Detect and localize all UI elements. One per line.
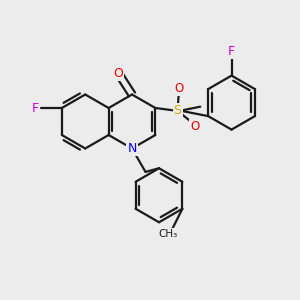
Text: O: O — [174, 82, 184, 95]
Text: N: N — [127, 142, 137, 155]
Text: O: O — [190, 119, 199, 133]
Text: O: O — [113, 67, 123, 80]
Text: S: S — [173, 104, 181, 117]
Text: CH₃: CH₃ — [159, 229, 178, 239]
Text: F: F — [228, 45, 235, 58]
Text: F: F — [32, 101, 39, 115]
